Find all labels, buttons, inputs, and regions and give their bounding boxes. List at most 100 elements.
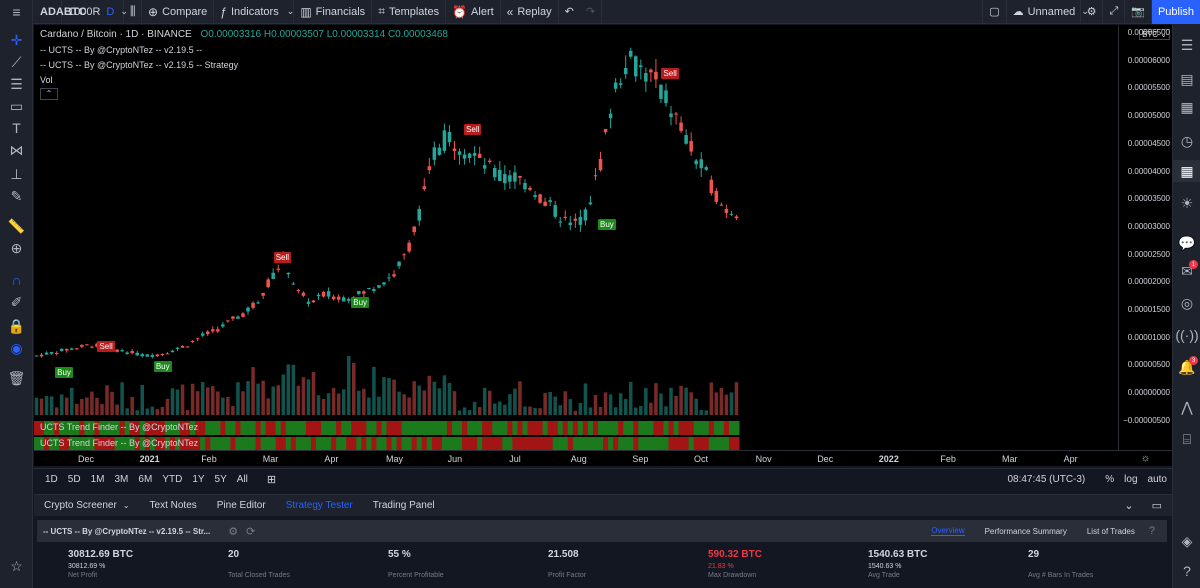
- tab-performance-summary[interactable]: Performance Summary: [984, 526, 1067, 536]
- alert-button[interactable]: ⏰ Alert: [446, 0, 501, 24]
- maximize-icon[interactable]: ▭: [1151, 500, 1162, 512]
- trend-line-icon[interactable]: ⟋: [11, 53, 22, 70]
- trend-finder-label-2[interactable]: UCTS Trend Finder -- By @CryptoNTez: [40, 438, 199, 448]
- chart-pane[interactable]: Cardano / Bitcoin · 1D · BINANCE O0.0000…: [34, 25, 1118, 465]
- range-button[interactable]: YTD: [162, 474, 183, 485]
- interval-selector[interactable]: 1000R D ⌄: [62, 0, 128, 24]
- templates-button[interactable]: ⌗ Templates: [372, 0, 447, 24]
- help-icon[interactable]: ?: [1183, 563, 1191, 579]
- pattern-icon[interactable]: ⋈: [9, 141, 24, 158]
- tab-list-of-trades[interactable]: List of Trades: [1086, 526, 1135, 536]
- replay-button[interactable]: «Replay: [501, 0, 559, 24]
- clock-display[interactable]: 08:47:45 (UTC-3): [1007, 474, 1086, 485]
- fib-icon[interactable]: ☰: [10, 75, 23, 92]
- candle-body: [684, 135, 688, 144]
- lock-drawing-icon[interactable]: ✐: [10, 293, 23, 310]
- streams-icon[interactable]: ◎: [1180, 294, 1194, 311]
- templates-icon: ⌗: [378, 4, 385, 18]
- broadcast-icon[interactable]: ((·)): [1175, 327, 1199, 343]
- crosshair-icon[interactable]: ✛: [10, 31, 23, 48]
- layout-menu[interactable]: ☁ Unnamed ⌄: [1007, 0, 1089, 24]
- percent-toggle[interactable]: %: [1105, 474, 1115, 485]
- range-button[interactable]: 6M: [138, 474, 153, 485]
- trash-icon[interactable]: 🗑: [7, 369, 26, 386]
- redo-button[interactable]: ↷: [580, 0, 603, 24]
- star-icon[interactable]: ☆: [10, 557, 23, 574]
- indicators-button[interactable]: ƒ Indicators ⌄: [214, 0, 295, 24]
- stat-value: 21.508: [548, 549, 579, 560]
- chat-icon[interactable]: 💬: [1178, 234, 1196, 251]
- dom-icon[interactable]: ⌸: [1182, 430, 1192, 447]
- undo-button[interactable]: ↶: [559, 0, 580, 24]
- tab-strategy-tester[interactable]: Strategy Tester: [285, 500, 353, 511]
- study-legend-1[interactable]: -- UCTS -- By @CryptoNTez -- v2.19.5 --: [40, 45, 203, 55]
- hide-drawings-icon[interactable]: ◉: [10, 339, 23, 356]
- axis-settings-icon[interactable]: ☼: [1140, 453, 1150, 464]
- tab-trading-panel[interactable]: Trading Panel: [372, 500, 435, 511]
- time-axis[interactable]: Dec 2021 Feb Mar Apr May Jun Jul Aug Sep Oct Nov Dec…: [34, 450, 1172, 466]
- signal-sell: Sell: [97, 341, 115, 353]
- forecast-icon[interactable]: ⊥: [10, 165, 23, 182]
- range-button[interactable]: 3M: [114, 474, 129, 485]
- range-button[interactable]: All: [236, 474, 248, 485]
- news-icon[interactable]: ▦: [1180, 98, 1194, 115]
- trend-finder-cell: [346, 437, 352, 451]
- notifications-icon[interactable]: 🔔 3: [1173, 356, 1200, 378]
- compare-button[interactable]: ⊕ Compare: [142, 0, 215, 24]
- lock-icon[interactable]: 🔒: [7, 317, 26, 334]
- alerts-list-icon[interactable]: ▤: [1180, 70, 1194, 87]
- stat-label: Avg Trade: [868, 572, 900, 579]
- calendar-icon[interactable]: ▦: [1173, 160, 1200, 182]
- tab-overview[interactable]: Overview: [931, 526, 965, 536]
- brush-icon[interactable]: ✎: [10, 187, 23, 204]
- text-icon[interactable]: T: [12, 120, 21, 136]
- collapse-legend-button[interactable]: ⌃: [40, 88, 58, 100]
- study-legend-2[interactable]: -- UCTS -- By @CryptoNTez -- v2.19.5 -- …: [40, 60, 239, 70]
- trading-icon[interactable]: ⋀: [1181, 398, 1193, 415]
- trend-finder-label-1[interactable]: UCTS Trend Finder -- By @CryptoNTez: [40, 422, 199, 432]
- tab-text-notes[interactable]: Text Notes: [149, 500, 197, 511]
- tab-crypto-screener[interactable]: Crypto Screener ⌄: [34, 495, 140, 517]
- square-icon: ▢: [989, 6, 1000, 18]
- range-button[interactable]: 1M: [90, 474, 105, 485]
- gear-icon[interactable]: ⚙: [228, 525, 239, 538]
- help-icon[interactable]: ?: [1148, 525, 1155, 537]
- fullscreen-button[interactable]: ⤢: [1103, 0, 1126, 24]
- clock-icon[interactable]: ◷: [1180, 132, 1194, 149]
- rectangle-icon[interactable]: ▭: [9, 97, 24, 114]
- bar-style-button[interactable]: ⫼: [124, 0, 142, 24]
- messages-icon[interactable]: ✉ 1: [1173, 260, 1200, 282]
- layers-icon[interactable]: ◈: [1181, 532, 1193, 549]
- study-legend-vol[interactable]: Vol: [40, 75, 53, 85]
- range-button[interactable]: 5D: [67, 474, 81, 485]
- log-toggle[interactable]: log: [1124, 474, 1138, 485]
- ruler-icon[interactable]: 📏: [7, 217, 26, 234]
- refresh-icon[interactable]: ⟳: [246, 525, 256, 538]
- trend-finder-cell: [406, 437, 413, 451]
- symbol-title[interactable]: Cardano / Bitcoin · 1D · BINANCE: [40, 29, 192, 40]
- range-button[interactable]: 5Y: [214, 474, 227, 485]
- strategy-name[interactable]: -- UCTS -- By @CryptoNTez -- v2.19.5 -- …: [43, 526, 211, 536]
- fullscreen-layout-button[interactable]: ▢: [982, 0, 1007, 24]
- tab-pine-editor[interactable]: Pine Editor: [216, 500, 266, 511]
- range-button[interactable]: 1Y: [192, 474, 205, 485]
- magnet-icon[interactable]: ∩: [11, 272, 22, 288]
- currency-selector[interactable]: BTC ⌄: [1139, 29, 1170, 40]
- trend-finder-cell: [149, 421, 156, 435]
- price-axis[interactable]: BTC ⌄ 0.00006500 0.00006000 0.00005500 0.00…: [1118, 25, 1172, 450]
- auto-toggle[interactable]: auto: [1147, 474, 1167, 485]
- minimize-icon[interactable]: ⌄: [1124, 500, 1134, 512]
- ideas-icon[interactable]: ☀: [1180, 194, 1194, 211]
- menu-icon[interactable]: ≡: [12, 4, 21, 20]
- range-button[interactable]: 1D: [45, 474, 58, 485]
- watchlist-icon[interactable]: ☰: [1180, 36, 1194, 53]
- trend-finder-cell: [431, 421, 438, 435]
- zoom-icon[interactable]: ⊕: [10, 239, 23, 256]
- date-range-icon[interactable]: ⊞: [266, 474, 277, 486]
- settings-button[interactable]: ⚙: [1081, 0, 1104, 24]
- candle-body: [689, 140, 693, 152]
- publish-button[interactable]: Publish: [1152, 0, 1200, 24]
- snapshot-button[interactable]: 📷: [1125, 0, 1152, 24]
- financials-button[interactable]: ▥ Financials: [294, 0, 373, 24]
- price-chart[interactable]: [34, 25, 1118, 465]
